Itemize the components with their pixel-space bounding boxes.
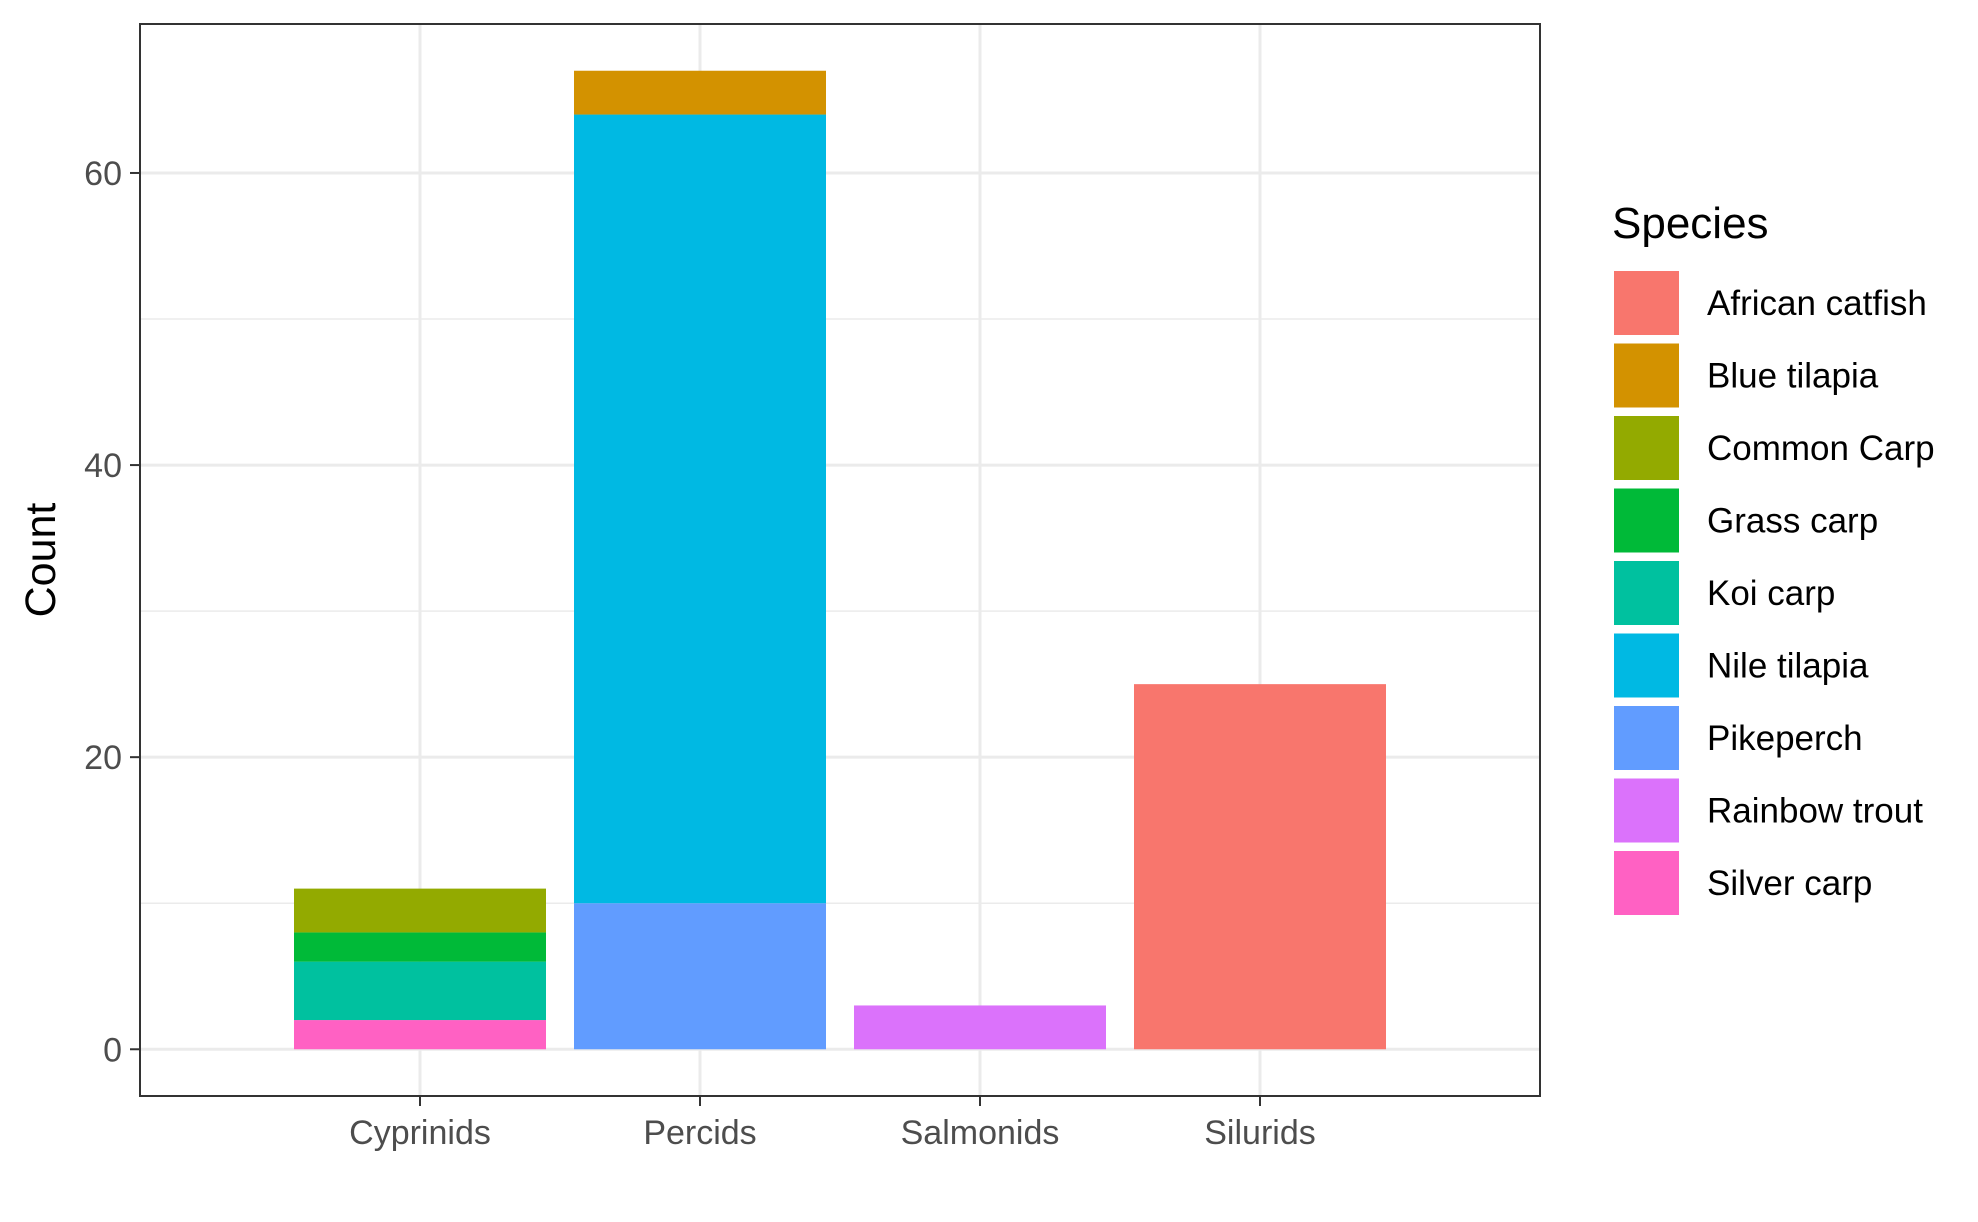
legend-label: Silver carp	[1707, 864, 1872, 903]
legend-label: Nile tilapia	[1707, 647, 1869, 686]
y-tick-label: 60	[84, 155, 122, 193]
y-tick-label: 0	[103, 1031, 122, 1069]
bar-segment-silurids-african-catfish	[1134, 684, 1386, 1050]
legend-label: African catfish	[1707, 284, 1927, 323]
legend-swatch	[1612, 776, 1681, 845]
legend-label: Blue tilapia	[1707, 357, 1879, 396]
bar-segment-percids-nile-tilapia	[574, 114, 826, 904]
legend-label: Pikeperch	[1707, 719, 1863, 758]
bar-segment-salmonids-rainbow-trout	[854, 1005, 1106, 1050]
legend-swatch	[1612, 341, 1681, 410]
x-tick-label: Percids	[643, 1114, 756, 1152]
legend: Species African catfish Blue tilapia Commo…	[1612, 199, 1935, 917]
legend-label: Common Carp	[1707, 429, 1935, 468]
bar-segment-percids-blue-tilapia	[574, 70, 826, 115]
legend-swatch	[1612, 486, 1681, 555]
legend-swatch	[1612, 269, 1681, 337]
legend-label: Grass carp	[1707, 502, 1878, 541]
bar-segment-cyprinids-silver-carp	[294, 1020, 546, 1050]
y-axis-title: Count	[17, 503, 65, 618]
x-tick-label: Cyprinids	[349, 1114, 491, 1152]
legend-label: Rainbow trout	[1707, 792, 1923, 831]
legend-swatch	[1612, 559, 1681, 627]
y-tick-label: 20	[84, 739, 122, 777]
bar-segment-percids-pikeperch	[574, 903, 826, 1050]
panel-border	[139, 23, 1541, 1097]
bar-segment-cyprinids-common-carp	[294, 888, 546, 933]
x-tick-label: Silurids	[1204, 1114, 1315, 1152]
legend-swatch	[1612, 849, 1681, 917]
legend-swatch	[1612, 704, 1681, 772]
bar-segment-cyprinids-koi-carp	[294, 961, 546, 1021]
legend-title: Species	[1612, 199, 1769, 248]
y-tick-label: 40	[84, 447, 122, 485]
x-tick-label: Salmonids	[901, 1114, 1060, 1152]
legend-label: Koi carp	[1707, 574, 1835, 613]
bar-segment-cyprinids-grass-carp	[294, 932, 546, 962]
bars	[294, 70, 1386, 1050]
axes: 0 20 40 60 Cyprinids Percids Salmonids Silurids	[84, 155, 1316, 1152]
legend-swatch	[1612, 631, 1681, 700]
legend-swatch	[1612, 414, 1681, 482]
